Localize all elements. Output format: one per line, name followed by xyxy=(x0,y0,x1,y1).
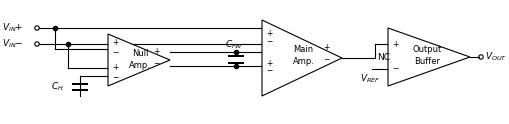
Text: −: − xyxy=(265,67,272,76)
Text: −: − xyxy=(391,64,398,73)
Text: Output: Output xyxy=(412,46,441,55)
Text: Main: Main xyxy=(293,46,313,55)
Text: +: + xyxy=(265,59,272,68)
Text: −: − xyxy=(111,48,118,57)
Text: Null: Null xyxy=(132,48,148,58)
Text: Buffer: Buffer xyxy=(413,58,439,66)
Polygon shape xyxy=(108,34,169,86)
Text: $V_{REF}$: $V_{REF}$ xyxy=(359,72,379,85)
Text: −: − xyxy=(153,60,159,68)
Text: −: − xyxy=(265,37,272,46)
Text: Amp.: Amp. xyxy=(292,58,314,66)
Text: NC: NC xyxy=(376,53,389,62)
Polygon shape xyxy=(387,28,469,86)
Text: +: + xyxy=(322,44,328,52)
Text: $V_{IN}$−: $V_{IN}$− xyxy=(2,38,23,50)
Text: −: − xyxy=(111,73,118,82)
Text: +: + xyxy=(111,63,118,72)
Text: +: + xyxy=(153,47,159,57)
Text: $C_H$: $C_H$ xyxy=(51,81,64,93)
Text: +: + xyxy=(111,38,118,47)
Text: $C_{FW}$: $C_{FW}$ xyxy=(224,39,243,51)
Text: −: − xyxy=(322,56,328,64)
Text: +: + xyxy=(391,40,398,49)
Text: $V_{IN}$+: $V_{IN}$+ xyxy=(2,22,23,34)
Text: $V_{OUT}$: $V_{OUT}$ xyxy=(484,51,506,63)
Text: Amp.: Amp. xyxy=(129,61,151,69)
Text: +: + xyxy=(265,29,272,38)
Polygon shape xyxy=(262,20,342,96)
